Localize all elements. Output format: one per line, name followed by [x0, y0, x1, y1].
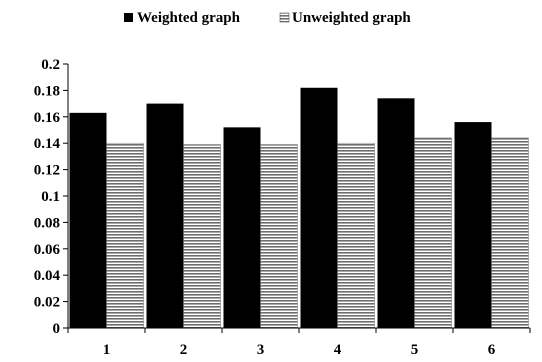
- y-tick-label: 0.02: [34, 295, 60, 311]
- bar-unweighted: [414, 137, 452, 329]
- y-tick-label: 0.12: [34, 163, 60, 179]
- y-tick-label: 0.18: [34, 83, 60, 99]
- x-tick-label: 6: [488, 342, 496, 358]
- y-tick-label: 0: [53, 321, 61, 337]
- x-tick-label: 1: [103, 342, 111, 358]
- legend: Weighted graph Unweighted graph: [124, 10, 411, 26]
- legend-swatch-weighted: [124, 13, 133, 22]
- x-axis-ticks: 1 2 3 4 5 6: [67, 328, 531, 358]
- legend-label-unweighted: Unweighted graph: [292, 10, 411, 26]
- x-tick-label: 5: [411, 342, 419, 358]
- bar-weighted: [223, 127, 261, 328]
- y-tick-label: 0.06: [34, 242, 61, 258]
- bar-unweighted: [106, 142, 144, 329]
- bar-weighted: [377, 98, 415, 328]
- x-tick-label: 4: [334, 342, 342, 358]
- bar-unweighted: [260, 144, 298, 329]
- bar-unweighted: [337, 142, 375, 329]
- bar-weighted: [146, 103, 184, 328]
- bar-unweighted: [183, 144, 221, 329]
- legend-label-weighted: Weighted graph: [137, 10, 241, 26]
- x-tick-label: 2: [180, 342, 188, 358]
- bar-weighted: [454, 122, 492, 328]
- y-tick-label: 0.14: [34, 136, 61, 152]
- x-tick-label: 3: [257, 342, 265, 358]
- bar-unweighted: [491, 137, 529, 329]
- y-tick-label: 0.04: [34, 268, 61, 284]
- y-tick-label: 0.08: [34, 215, 60, 231]
- bars: [69, 87, 529, 329]
- y-tick-label: 0.16: [34, 110, 61, 126]
- legend-swatch-unweighted: [279, 12, 290, 23]
- legend-item-unweighted: Unweighted graph: [279, 10, 411, 26]
- legend-item-weighted: Weighted graph: [124, 10, 241, 26]
- bar-weighted: [69, 112, 107, 328]
- y-axis-ticks: 0 0.02 0.04 0.06 0.08 0.1 0.12 0.14 0.16 0.18 0.2: [34, 57, 68, 337]
- bar-weighted: [300, 87, 338, 328]
- y-tick-label: 0.2: [41, 57, 60, 73]
- y-tick-label: 0.1: [41, 189, 60, 205]
